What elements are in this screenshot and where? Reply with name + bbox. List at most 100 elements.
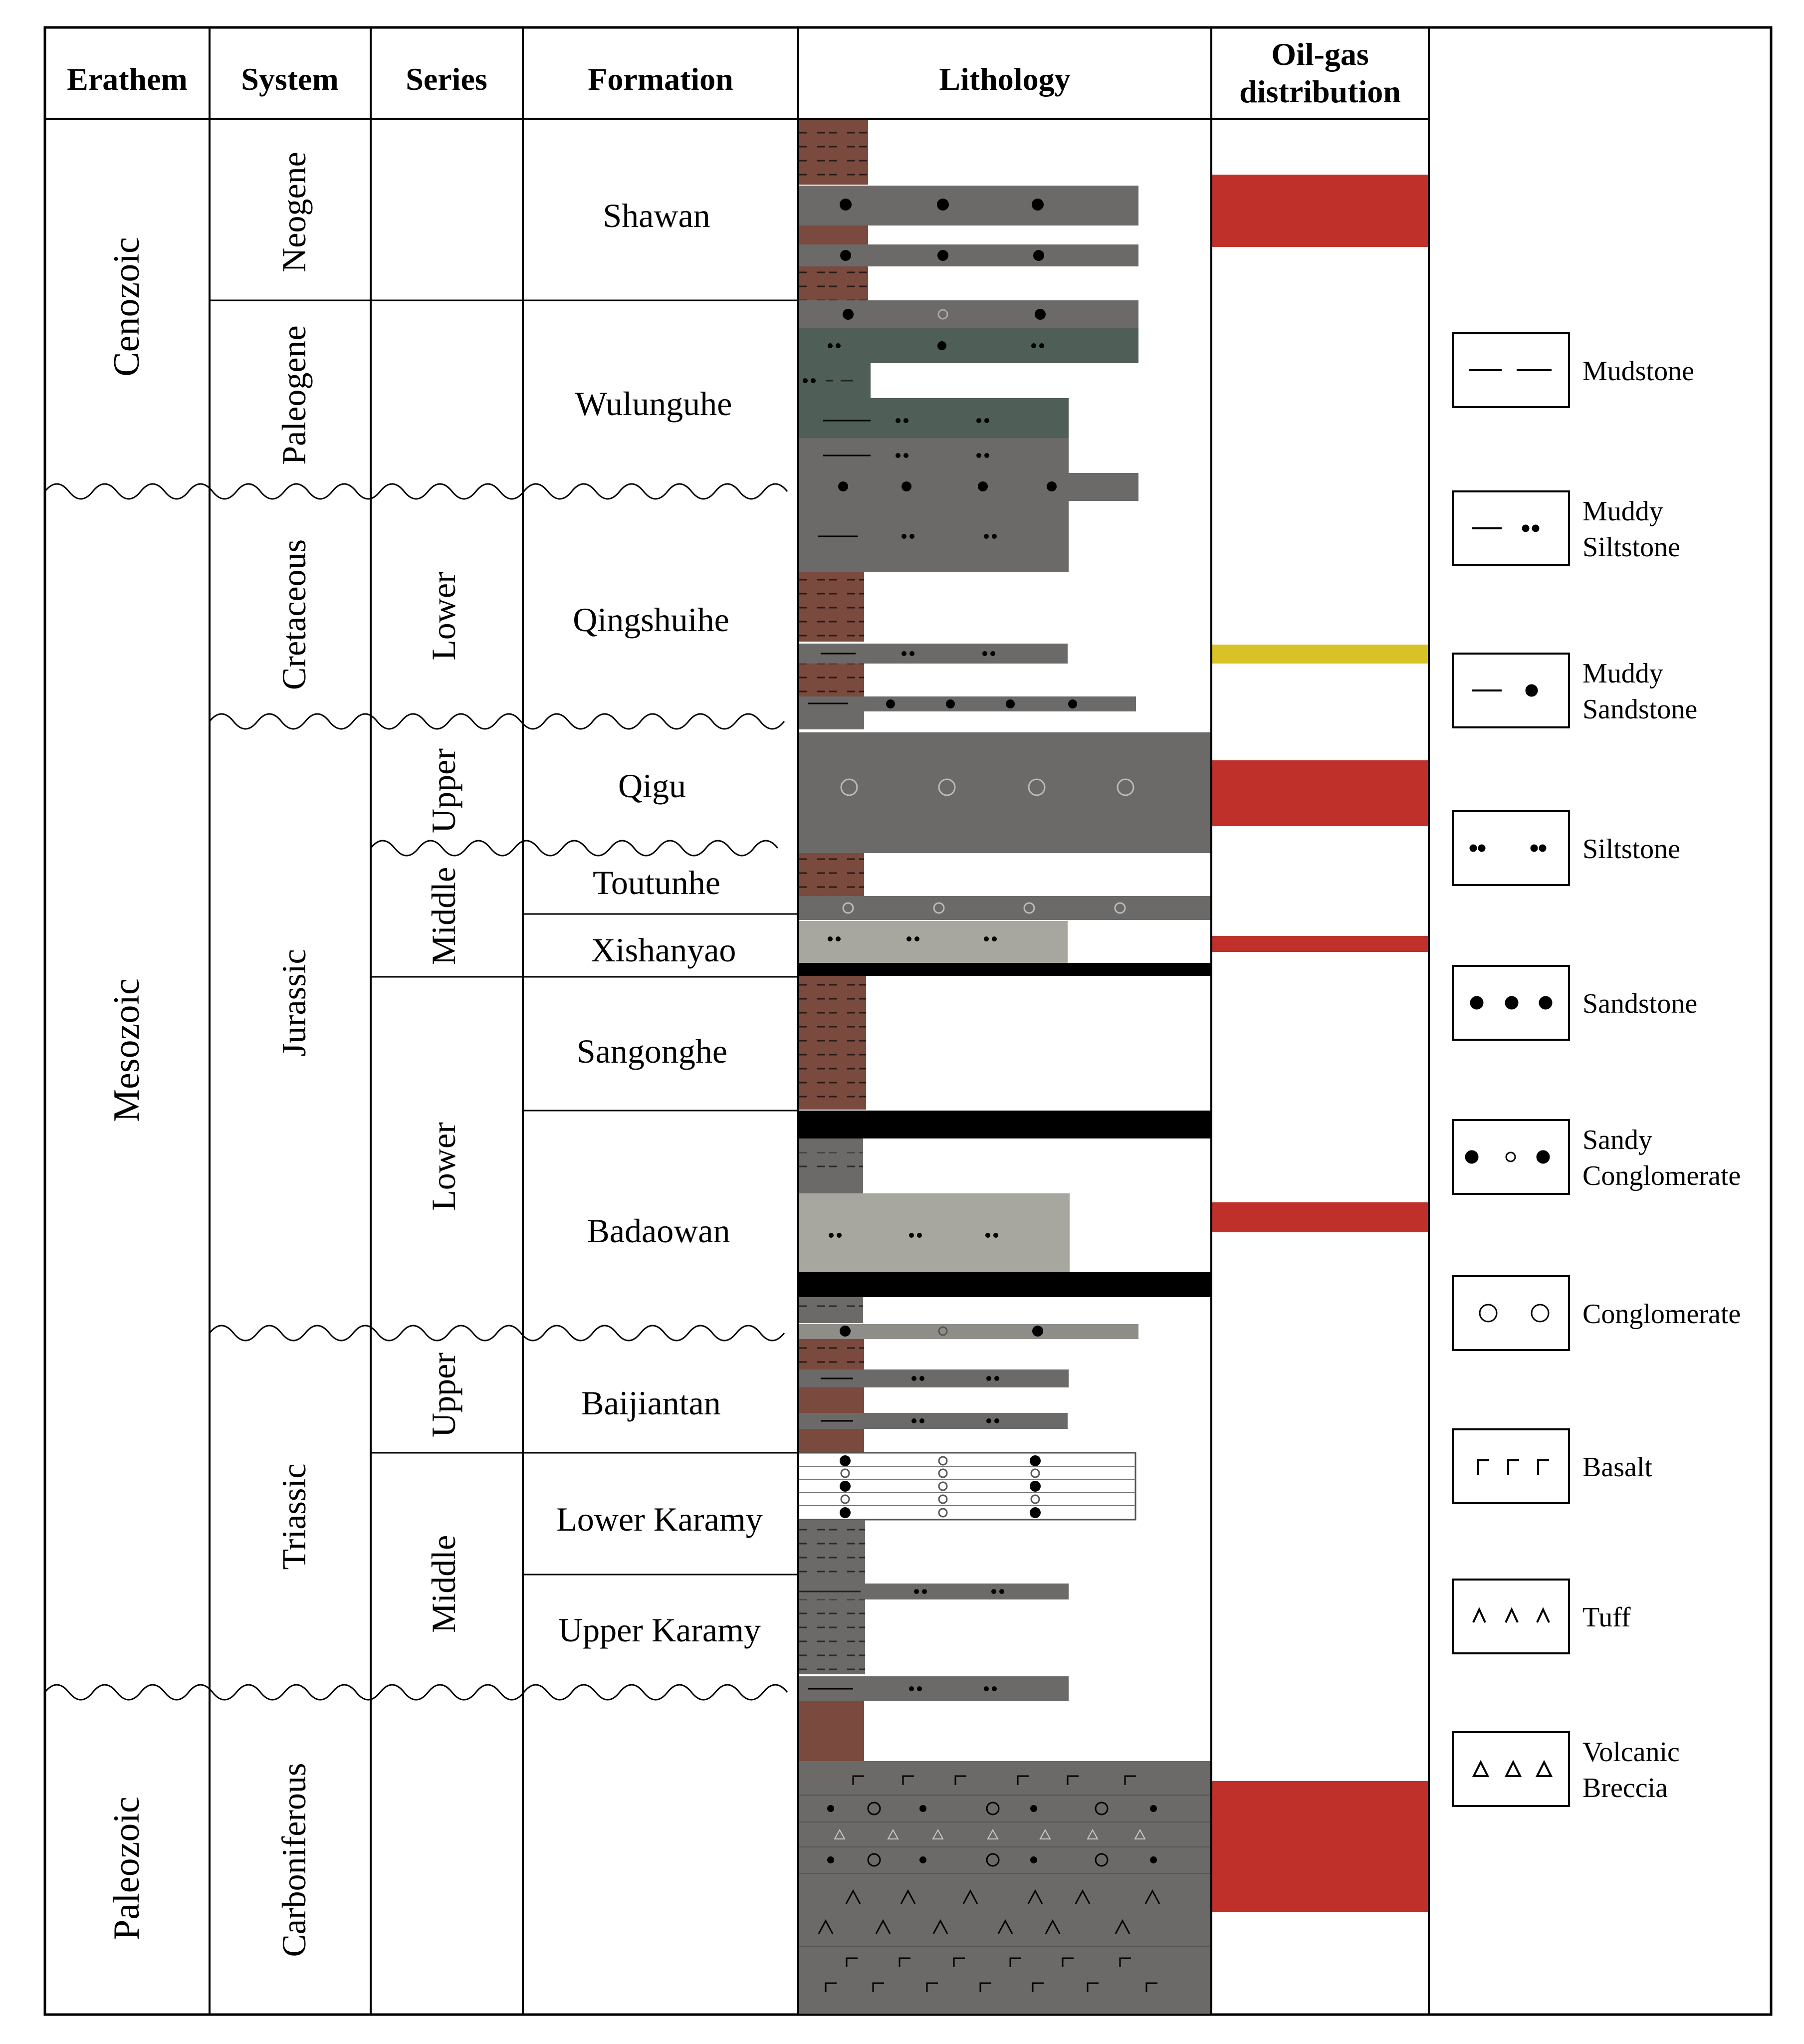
lithology-bed-conglomerate [798,896,1210,920]
legend-symbol-tuff [1472,1607,1486,1623]
series-label: Lower [425,572,462,661]
grain-dot [990,651,995,656]
lithology-bed-coal [798,963,1210,976]
grain-dot [1047,481,1057,491]
column-headers: Erathem System Series Formation Litholog… [67,36,1401,109]
basalt-mark [852,1775,864,1785]
grain-dot [829,1233,834,1238]
grain-dot [840,1326,851,1337]
legend-symbol-dot [1522,524,1530,532]
oil-gas-interval [1211,936,1429,952]
pebble-ring [986,1853,1000,1867]
lithology-bed-sandstone [798,473,1138,501]
basalt-mark [1124,1775,1136,1785]
grain-dot [840,1455,851,1466]
legend-symbol-dot [1478,844,1486,852]
basalt-mark [979,1982,991,1992]
unconformity-wavy-line [44,483,788,500]
grain-dot [992,936,997,941]
legend-item [1452,1119,1570,1195]
legend-symbol-basalt [1537,1459,1549,1475]
legend: Mudstone Muddy Siltstone Muddy Sandstone Silt… [1452,332,1741,1807]
grain-dot [909,534,914,539]
breccia-mark [834,1828,846,1839]
lithology-bed-green-muddy-siltstone [798,363,871,398]
breccia-mark [932,1828,944,1839]
pebble-ring [1028,778,1046,796]
grain-dot [827,1856,834,1863]
grain-dot [827,1805,834,1812]
lithology-bed-mudstone-pattern [798,976,866,1110]
grain-dot [902,481,911,491]
lithology-bed-mudstone-pattern [798,1599,865,1674]
grain-dot [886,699,895,708]
formation-label: Qingshuihe [573,601,729,639]
grain-dot [909,651,914,656]
grain-dot [946,699,955,708]
grain-dot [1039,343,1044,348]
pebble-ring [938,778,956,796]
formation-label: Xishanyao [591,931,736,969]
grain-dot [903,453,908,458]
table-grid [43,26,1773,2016]
grain-dot [919,1418,924,1423]
pebble-ring [1114,902,1126,914]
lithology-bed-brown-mudstone [798,1429,864,1453]
grain-dot [937,199,949,211]
tuff-mark [962,1889,978,1904]
grain-dot [919,1856,926,1863]
system-label: Cretaceous [275,539,313,690]
legend-symbol-dot [1479,1304,1498,1323]
lithology-bed-light-siltstone [798,1193,1070,1272]
tuff-mark [875,1919,891,1934]
erathem-label: Paleozoic [106,1797,147,1940]
grain-dot [1030,1856,1037,1863]
lithology-bed-light-sandy-conglomerate [798,1324,1138,1339]
grain-dot [840,250,851,261]
lithology-bed-mudstone-pattern [798,664,864,698]
legend-item [1452,1579,1570,1654]
grain-dot [906,936,911,941]
conglomerate-symbol-icon [1452,1275,1570,1351]
legend-symbol-dot [1470,996,1484,1010]
basalt-mark [1145,1982,1157,1992]
grain-dot [984,418,989,423]
oil-gas-interval-yellow [1211,645,1429,664]
pebble-ring [938,1456,948,1466]
basalt-mark [1032,1982,1044,1992]
lithology-bed-green-muddy-siltstone [798,398,1069,438]
header-series: Series [406,61,487,97]
header-system: System [241,61,339,97]
grain-dot [984,534,989,539]
muddy-sandstone-symbol-icon [1452,653,1570,728]
header-erathem: Erathem [67,61,188,97]
lithology-bed-mudstone-pattern [798,853,864,896]
grain-dot [999,1589,1004,1594]
system-label: Triassic [275,1464,313,1570]
grain-dot [937,250,948,261]
legend-symbol-tuff [1536,1607,1550,1623]
formation-label: Lower Karamy [556,1500,762,1538]
header-formation: Formation [588,61,733,97]
series-label: Lower [425,1122,462,1211]
tuff-mark [1045,1919,1061,1934]
lithology-bed-volcanic-complex [798,1761,1210,2013]
legend-label: Sandstone [1582,988,1697,1019]
grain-dot [1030,1507,1041,1518]
breccia-mark [987,1828,999,1839]
unconformity-wavy-line [44,1684,788,1701]
lithology-bed-muddy-sandstone [798,696,1136,711]
grain-dot [911,1418,916,1423]
unconformity-wavy-line [209,1325,785,1342]
series-label: Middle [425,867,462,965]
grain-dot [1035,309,1046,320]
legend-item [1452,653,1570,728]
pebble-ring [938,1326,948,1336]
grain-dot [1150,1856,1157,1863]
formation-labels: Shawan Wulunguhe Qingshuihe Qigu Toutunh… [556,197,762,1649]
lithology-bed-green-siltstone [798,328,1138,363]
breccia-mark [1134,1828,1146,1839]
series-labels: Lower Upper Middle Lower Upper Middle [425,572,462,1633]
